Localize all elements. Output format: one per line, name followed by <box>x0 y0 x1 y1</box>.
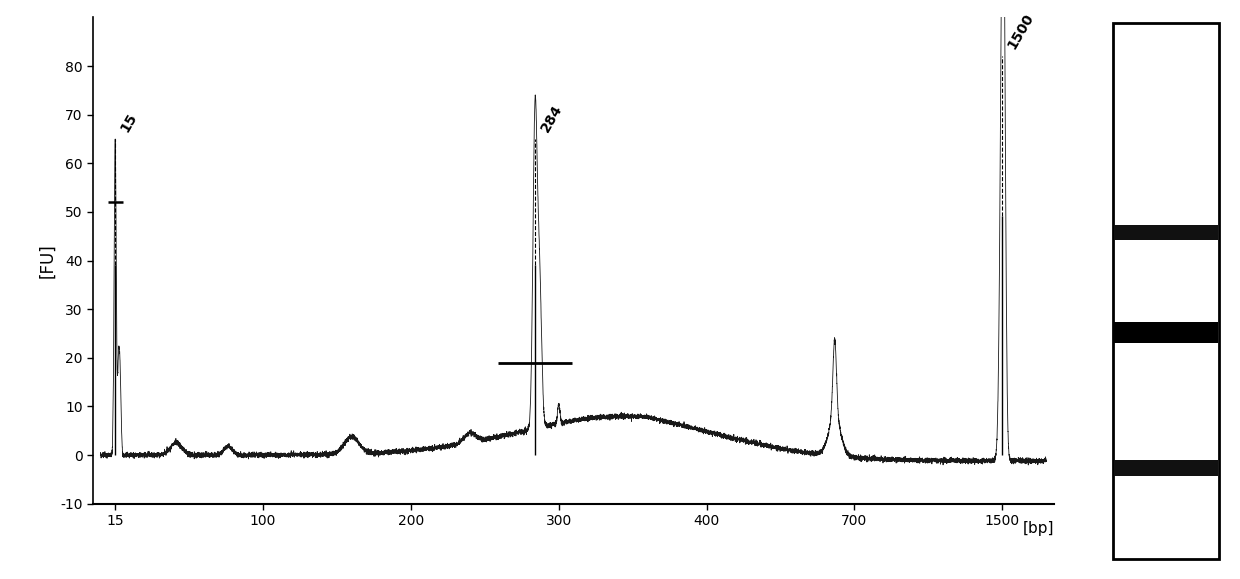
Text: 1500: 1500 <box>1006 11 1037 52</box>
Bar <box>1115 225 1218 240</box>
Bar <box>1115 460 1218 475</box>
Text: 15: 15 <box>118 110 140 134</box>
Bar <box>1115 322 1218 343</box>
Y-axis label: [FU]: [FU] <box>38 243 56 278</box>
Text: [bp]: [bp] <box>1023 521 1054 536</box>
Text: 284: 284 <box>538 102 564 134</box>
